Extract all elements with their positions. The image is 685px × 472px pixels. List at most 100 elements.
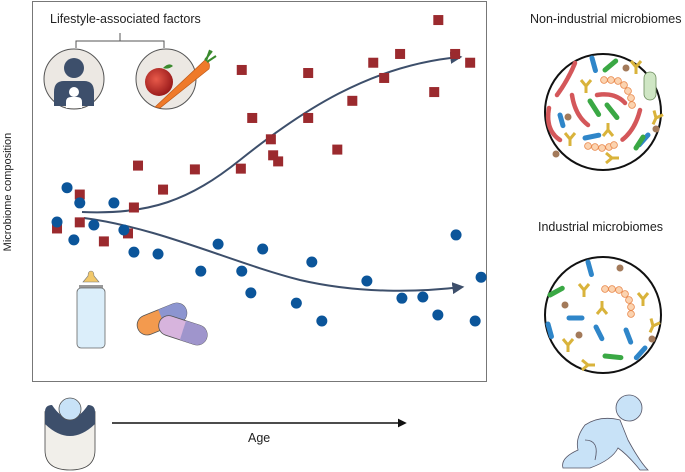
non-industrial-point [133,160,144,171]
non-industrial-point [236,64,247,75]
bacterium-rod [557,112,566,129]
cocci-chain [627,94,635,102]
industrial-microbiome-icon [544,256,662,374]
bacterium-rod [602,353,624,361]
cocci-chain [600,76,608,84]
industrial-point [432,309,444,321]
bacterium-rod [593,324,605,342]
industrial-point [118,224,130,236]
industrial-point [475,271,487,283]
cocci-chain [621,290,629,298]
cocci-chain [627,310,635,318]
antibody-shape [629,60,643,74]
non-industrial-point [429,87,440,98]
non-industrial-point [247,112,258,123]
non-industrial-point [368,57,379,68]
bacterium-chain [619,107,643,143]
particle-dot [561,301,569,309]
bacterium-rod [602,58,619,73]
cocci-chain [584,142,592,150]
non-industrial-point [158,184,169,195]
bacterium-rod [633,345,648,361]
non-industrial-point [395,48,406,59]
industrial-trend-arrow [83,217,465,295]
apple-carrot-icon [135,48,217,110]
industrial-point [88,219,100,231]
non-industrial-point [74,189,85,200]
cocci-chain [598,144,606,152]
particle-dot [552,150,560,158]
industrial-point [257,243,269,255]
particle-dot [616,264,624,272]
parent-child-icon [43,48,105,110]
industrial-point [306,256,318,268]
bacterium-rod [545,321,554,340]
industrial-point [469,315,481,327]
particle-dot [622,64,630,72]
bacterium-chain [569,92,591,128]
non-industrial-point [273,156,284,167]
cocci-chain [591,143,599,151]
non-industrial-microbiome-icon [544,53,664,171]
particle-dot [575,331,583,339]
non-industrial-point [235,163,246,174]
non-industrial-point [332,144,343,155]
cocci-chain [625,296,633,304]
newborn-icon [44,397,96,471]
lifestyle-factors-label: Lifestyle-associated factors [50,12,201,26]
industrial-point [108,197,120,209]
cocci-chain [607,76,615,84]
plot-frame [32,1,487,382]
bacterium-rod [623,327,634,345]
industrial-point [51,216,63,228]
antibody-shape [605,151,619,165]
scatter-points [51,15,487,327]
cocci-chain [601,285,609,293]
bacterium-rod [587,98,602,117]
cocci-chain [620,81,628,89]
non-industrial-point [450,48,461,59]
bacterium-rod [547,285,565,298]
industrial-point [212,238,224,250]
non-industrial-point [265,134,276,145]
x-axis-label: Age [248,431,271,445]
bacterium-capsule [643,71,657,101]
cocci-chain [624,87,632,95]
factors-bracket [75,33,165,48]
bacterium-rod [582,132,602,141]
bacterium-rod [633,134,646,151]
microbiome-boundary [544,53,662,171]
antibody-shape [579,79,593,93]
non-industrial-point [379,72,390,83]
industrial-point [417,291,429,303]
antibody-shape [601,123,615,137]
non-industrial-point [74,217,85,228]
non-industrial-point [189,164,200,175]
particle-dot [564,113,572,121]
cocci-chain [615,286,623,294]
non-industrial-point [347,95,358,106]
antibody-shape [651,110,664,125]
industrial-point [316,315,328,327]
bacterium-chain [545,105,563,143]
particle-dot [648,335,656,343]
non-industrial-point [98,236,109,247]
antibody-shape [577,283,591,297]
particle-dot [652,125,660,133]
cocci-chain [610,141,618,149]
non-industrial-point [52,223,63,234]
non-industrial-label: Non-industrial microbiomes [530,12,682,26]
non-industrial-point [303,112,314,123]
cocci-chain [628,101,636,109]
non-industrial-point [268,150,279,161]
non-industrial-point [128,202,139,213]
bacterium-chain [594,92,628,106]
industrial-point [236,265,248,277]
industrial-point [152,248,164,260]
antibody-shape [581,358,595,372]
industrial-point [68,234,80,246]
crawling-baby-icon [562,394,649,471]
baby-bottle-icon [76,270,106,349]
industrial-point [245,287,257,299]
